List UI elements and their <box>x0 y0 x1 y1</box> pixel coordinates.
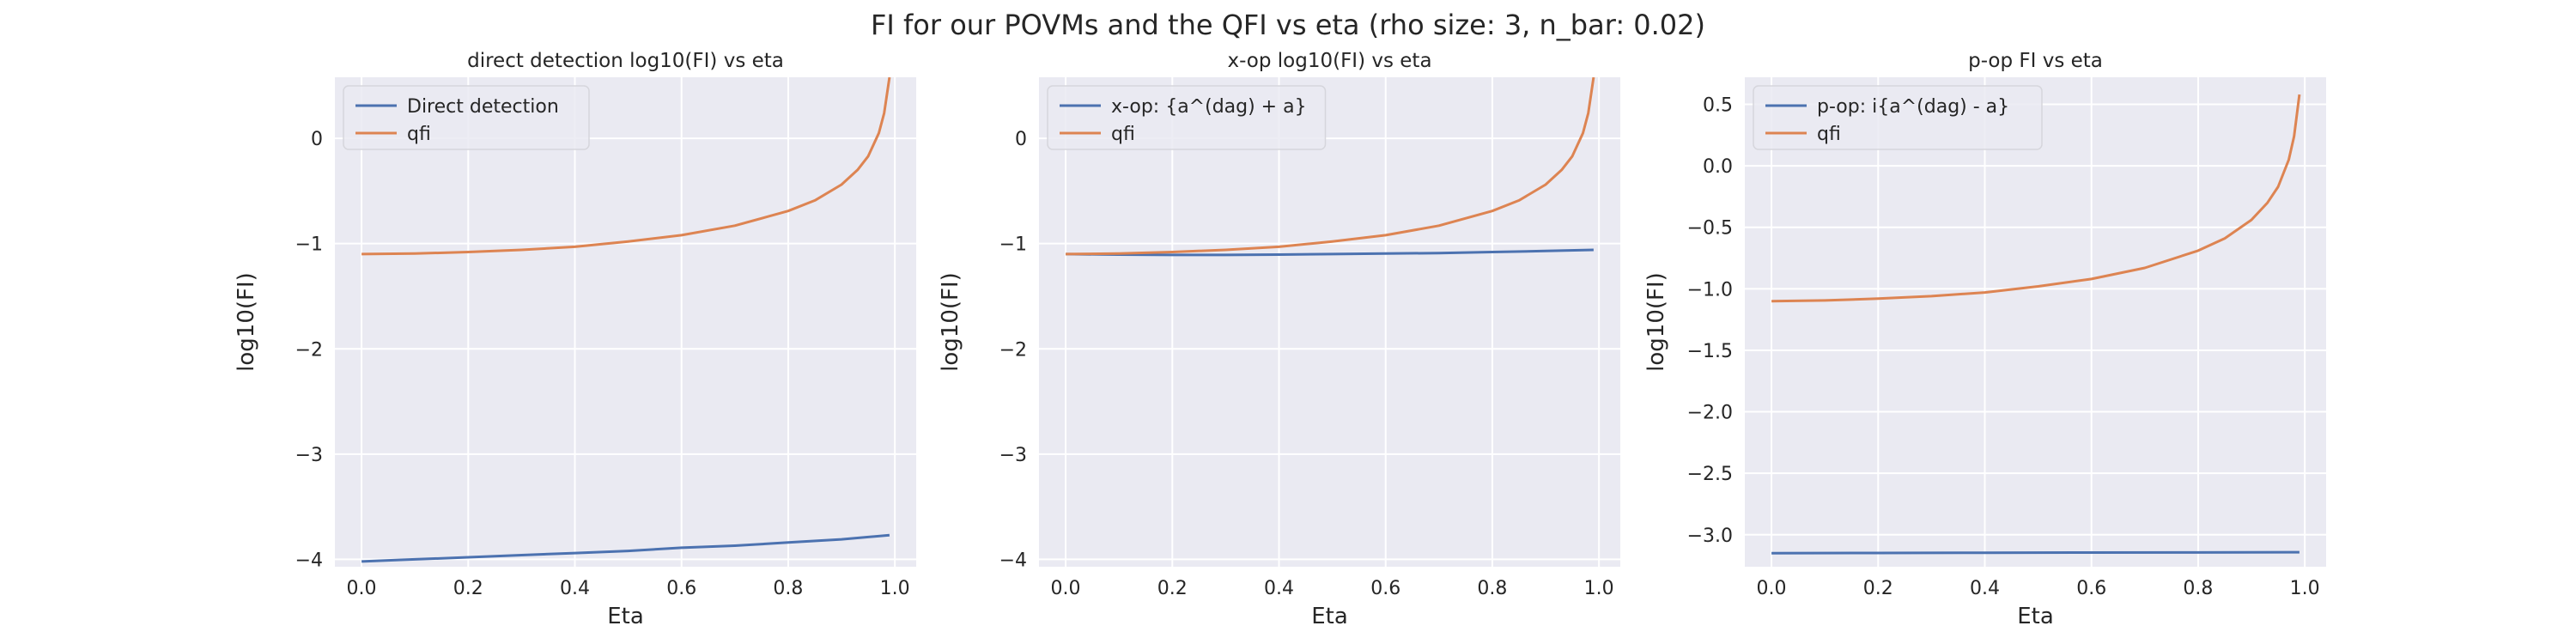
x-tick-label: 0.0 <box>1757 578 1787 599</box>
x-tick-label: 0.4 <box>1264 578 1294 599</box>
y-tick-label: −2.0 <box>1687 403 1733 424</box>
figure-suptitle: FI for our POVMs and the QFI vs eta (rho… <box>871 9 1705 41</box>
panel-title: p-op FI vs eta <box>1968 50 2103 72</box>
y-tick-label: −4 <box>295 550 323 571</box>
x-tick-label: 1.0 <box>1584 578 1614 599</box>
series-line-qfi <box>1771 94 2301 303</box>
x-tick-label: 0.6 <box>666 578 696 599</box>
plot-area <box>1745 77 2326 567</box>
x-tick-label: 0.2 <box>453 578 483 599</box>
x-tick-label: 0.8 <box>1477 578 1507 599</box>
y-tick-label: 0.0 <box>1703 156 1733 178</box>
series-line-povm <box>1771 550 2300 555</box>
y-tick-label: −1 <box>999 234 1027 256</box>
plot-area <box>335 77 916 567</box>
y-axis-label: log10(FI) <box>938 272 963 372</box>
y-tick-label: −3.0 <box>1687 526 1733 547</box>
y-axis-label: log10(FI) <box>1643 272 1669 372</box>
y-tick-label: −1 <box>295 234 323 256</box>
legend-box <box>343 85 590 150</box>
legend-label: Direct detection <box>407 96 559 118</box>
plot-area <box>1039 77 1620 567</box>
y-tick-label: −0.5 <box>1687 218 1733 240</box>
x-tick-label: 0.0 <box>1051 578 1081 599</box>
y-axis-label: log10(FI) <box>234 272 259 372</box>
x-tick-label: 0.2 <box>1863 578 1893 599</box>
legend-label: p-op: i{a^(dag) - a} <box>1817 96 2009 118</box>
series-line-qfi <box>361 77 891 256</box>
y-tick-label: −2 <box>999 339 1027 361</box>
y-tick-label: −3 <box>999 445 1027 466</box>
x-tick-label: 1.0 <box>2290 578 2320 599</box>
chart-panel-2: 0.0 0.2 0.4 0.6 0.8 1.0 −4 −3 −2 −1 0 x-op log10(FI… <box>938 50 1620 629</box>
legend-label: qfi <box>1111 124 1135 145</box>
y-tick-label: −3 <box>295 445 323 466</box>
x-tick-label: 0.2 <box>1157 578 1188 599</box>
x-axis-label: Eta <box>2017 604 2054 629</box>
y-tick-label: 0 <box>311 129 323 150</box>
x-tick-label: 0.4 <box>560 578 590 599</box>
x-tick-label: 0.4 <box>1970 578 2000 599</box>
panels: 0.0 0.2 0.4 0.6 0.8 1.0 −4 −3 −2 −1 0 direct detect… <box>234 50 2326 629</box>
x-axis-label: Eta <box>1311 604 1348 629</box>
series-line-povm <box>361 533 890 563</box>
x-tick-label: 1.0 <box>880 578 910 599</box>
y-tick-label: −4 <box>999 550 1027 571</box>
legend: p-op: i{a^(dag) - a} qfi <box>1753 85 2043 150</box>
x-tick-label: 0.0 <box>347 578 377 599</box>
legend-box <box>1047 85 1327 150</box>
legend-box <box>1753 85 2043 150</box>
legend-label: qfi <box>407 124 431 145</box>
x-tick-label: 0.6 <box>1370 578 1400 599</box>
legend: x-op: {a^(dag) + a} qfi <box>1047 85 1327 150</box>
panel-title: direct detection log10(FI) vs eta <box>467 50 784 72</box>
x-axis-label: Eta <box>607 604 644 629</box>
y-tick-label: −2 <box>295 339 323 361</box>
y-tick-label: 0.5 <box>1703 95 1733 117</box>
y-tick-label: −1.5 <box>1687 341 1733 362</box>
legend-label: qfi <box>1817 124 1841 145</box>
chart-panel-1: 0.0 0.2 0.4 0.6 0.8 1.0 −4 −3 −2 −1 0 direct detect… <box>234 50 916 629</box>
panel-title: x-op log10(FI) vs eta <box>1227 50 1431 72</box>
x-tick-label: 0.8 <box>773 578 803 599</box>
legend-label: x-op: {a^(dag) + a} <box>1111 96 1307 118</box>
series-line-povm <box>1066 248 1594 257</box>
chart-panel-3: 0.0 0.2 0.4 0.6 0.8 1.0 −3.0 −2.5 −2.0 −1.5 −1.0 −0… <box>1643 50 2326 629</box>
series-line-qfi <box>1066 77 1595 256</box>
x-tick-label: 0.8 <box>2183 578 2213 599</box>
y-tick-label: −1.0 <box>1687 279 1733 301</box>
y-tick-label: 0 <box>1015 129 1027 150</box>
legend: Direct detection qfi <box>343 85 590 150</box>
x-tick-label: 0.6 <box>2076 578 2106 599</box>
y-tick-label: −2.5 <box>1687 464 1733 485</box>
